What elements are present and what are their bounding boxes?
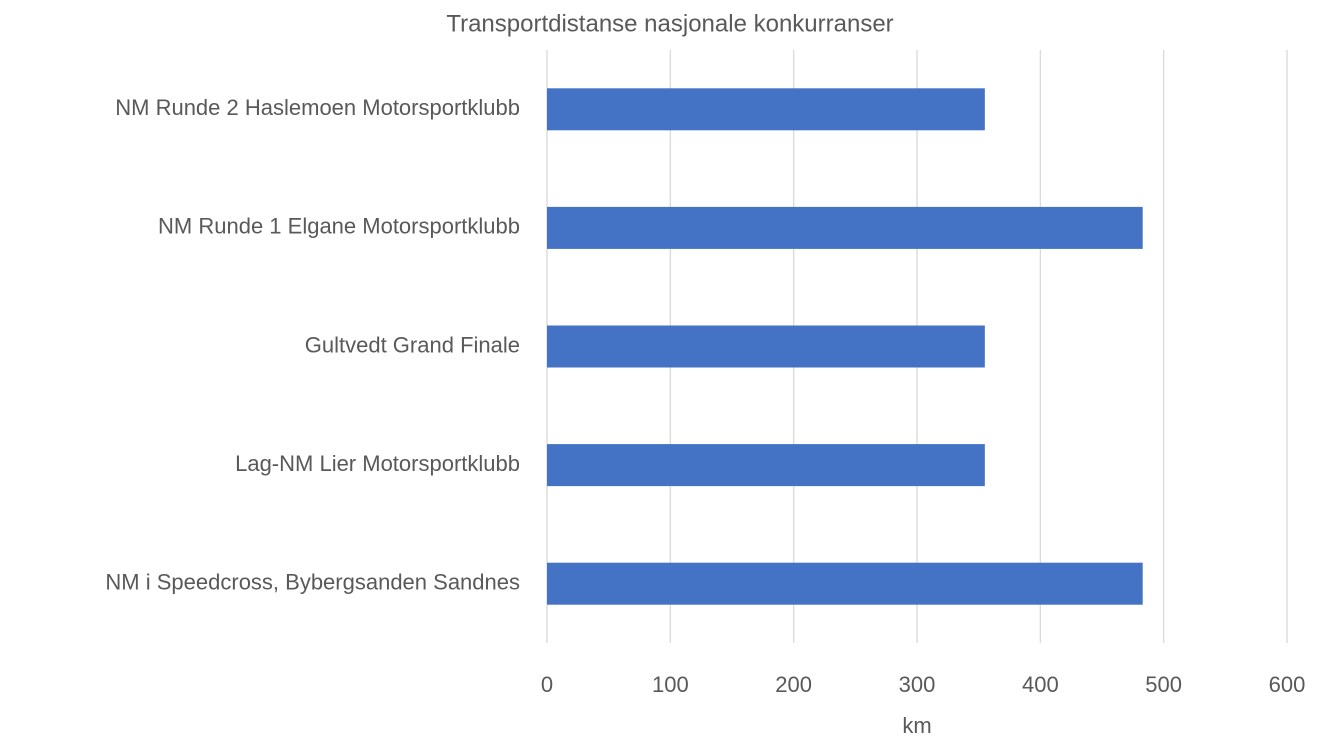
x-tick-label: 300 [899,672,936,697]
y-tick-label: Gultvedt Grand Finale [305,332,520,357]
chart-title: Transportdistanse nasjonale konkurranser [446,10,893,37]
bar [547,88,985,131]
bar [547,325,985,368]
x-tick-label: 600 [1269,672,1306,697]
x-tick-label: 200 [775,672,812,697]
y-tick-label: NM Runde 1 Elgane Motorsportklubb [158,214,520,239]
bar [547,206,1143,249]
x-tick-label: 100 [652,672,689,697]
x-tick-label: 500 [1145,672,1182,697]
bar [547,444,985,487]
x-tick-label: 400 [1022,672,1059,697]
y-tick-label: Lag-NM Lier Motorsportklubb [235,451,520,476]
x-axis-label: km [902,713,931,738]
y-tick-label: NM Runde 2 Haslemoen Motorsportklubb [115,95,520,120]
y-tick-label: NM i Speedcross, Bybergsanden Sandnes [105,570,520,595]
bar [547,562,1143,605]
x-tick-label: 0 [541,672,553,697]
